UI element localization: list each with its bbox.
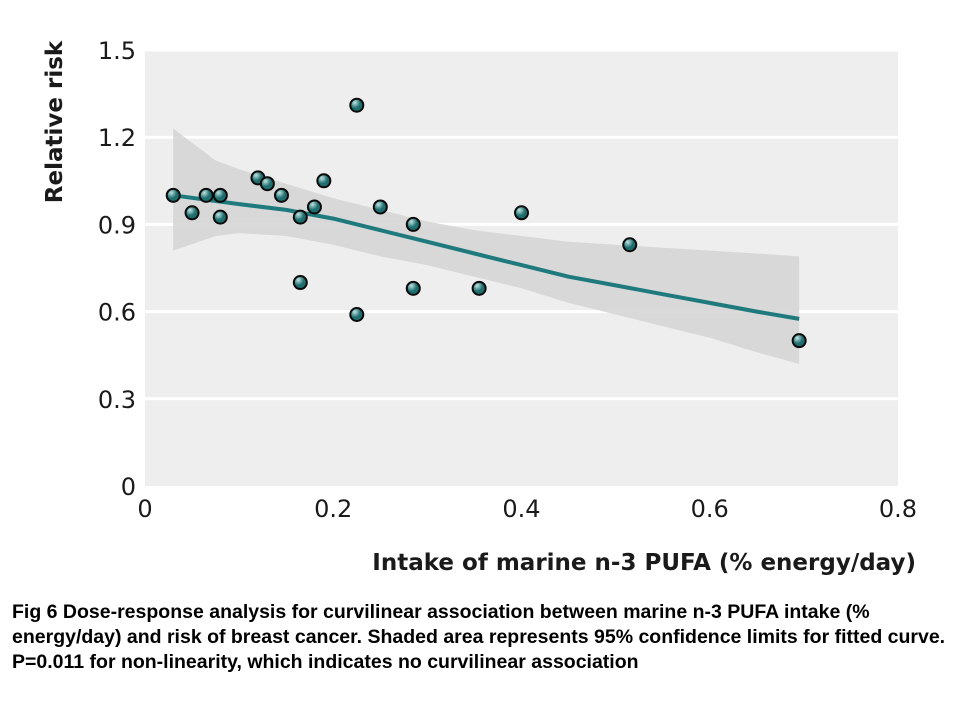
- confidence-band: [173, 128, 800, 364]
- data-point: [405, 216, 421, 232]
- data-point: [471, 280, 487, 296]
- data-point: [292, 209, 308, 225]
- data-point: [292, 275, 308, 291]
- y-tick-label: 0.6: [98, 299, 136, 327]
- dose-response-chart: 0 0.3 0.6 0.9 1.2 1.5 0 0.2 0.4 0.6 0.8 Relative …: [42, 37, 917, 576]
- x-tick-label: 0.6: [691, 495, 729, 523]
- x-tick-label: 0.2: [314, 495, 352, 523]
- y-axis-ticks: 0 0.3 0.6 0.9 1.2 1.5: [98, 37, 136, 501]
- data-point: [198, 187, 214, 203]
- data-point: [349, 97, 365, 113]
- data-point: [514, 205, 529, 221]
- data-point: [372, 199, 388, 215]
- x-tick-label: 0.4: [502, 495, 540, 523]
- data-point: [273, 187, 289, 203]
- data-point: [212, 187, 228, 203]
- data-point: [259, 176, 275, 192]
- figure-caption: Fig 6 Dose-response analysis for curvili…: [12, 601, 946, 673]
- data-point: [791, 333, 807, 349]
- x-axis-title: Intake of marine n-3 PUFA (% energy/day): [372, 550, 916, 576]
- data-points: [165, 97, 807, 349]
- x-tick-label: 0: [137, 495, 152, 523]
- y-tick-label: 0.3: [98, 386, 136, 414]
- y-tick-label: 1.2: [98, 124, 136, 152]
- data-point: [405, 280, 421, 296]
- y-axis-title: Relative risk: [42, 40, 68, 203]
- y-tick-label: 0: [121, 473, 136, 501]
- y-tick-label: 0.9: [98, 211, 136, 239]
- data-point: [622, 237, 638, 253]
- data-point: [184, 205, 200, 221]
- x-axis-ticks: 0 0.2 0.4 0.6 0.8: [137, 495, 917, 523]
- x-tick-label: 0.8: [879, 495, 917, 523]
- data-point: [306, 199, 322, 215]
- data-point: [212, 209, 228, 225]
- fitted-curve: [172, 193, 800, 321]
- data-point: [165, 187, 181, 203]
- y-tick-label: 1.5: [98, 37, 136, 65]
- data-point: [316, 173, 332, 189]
- data-point: [349, 307, 365, 323]
